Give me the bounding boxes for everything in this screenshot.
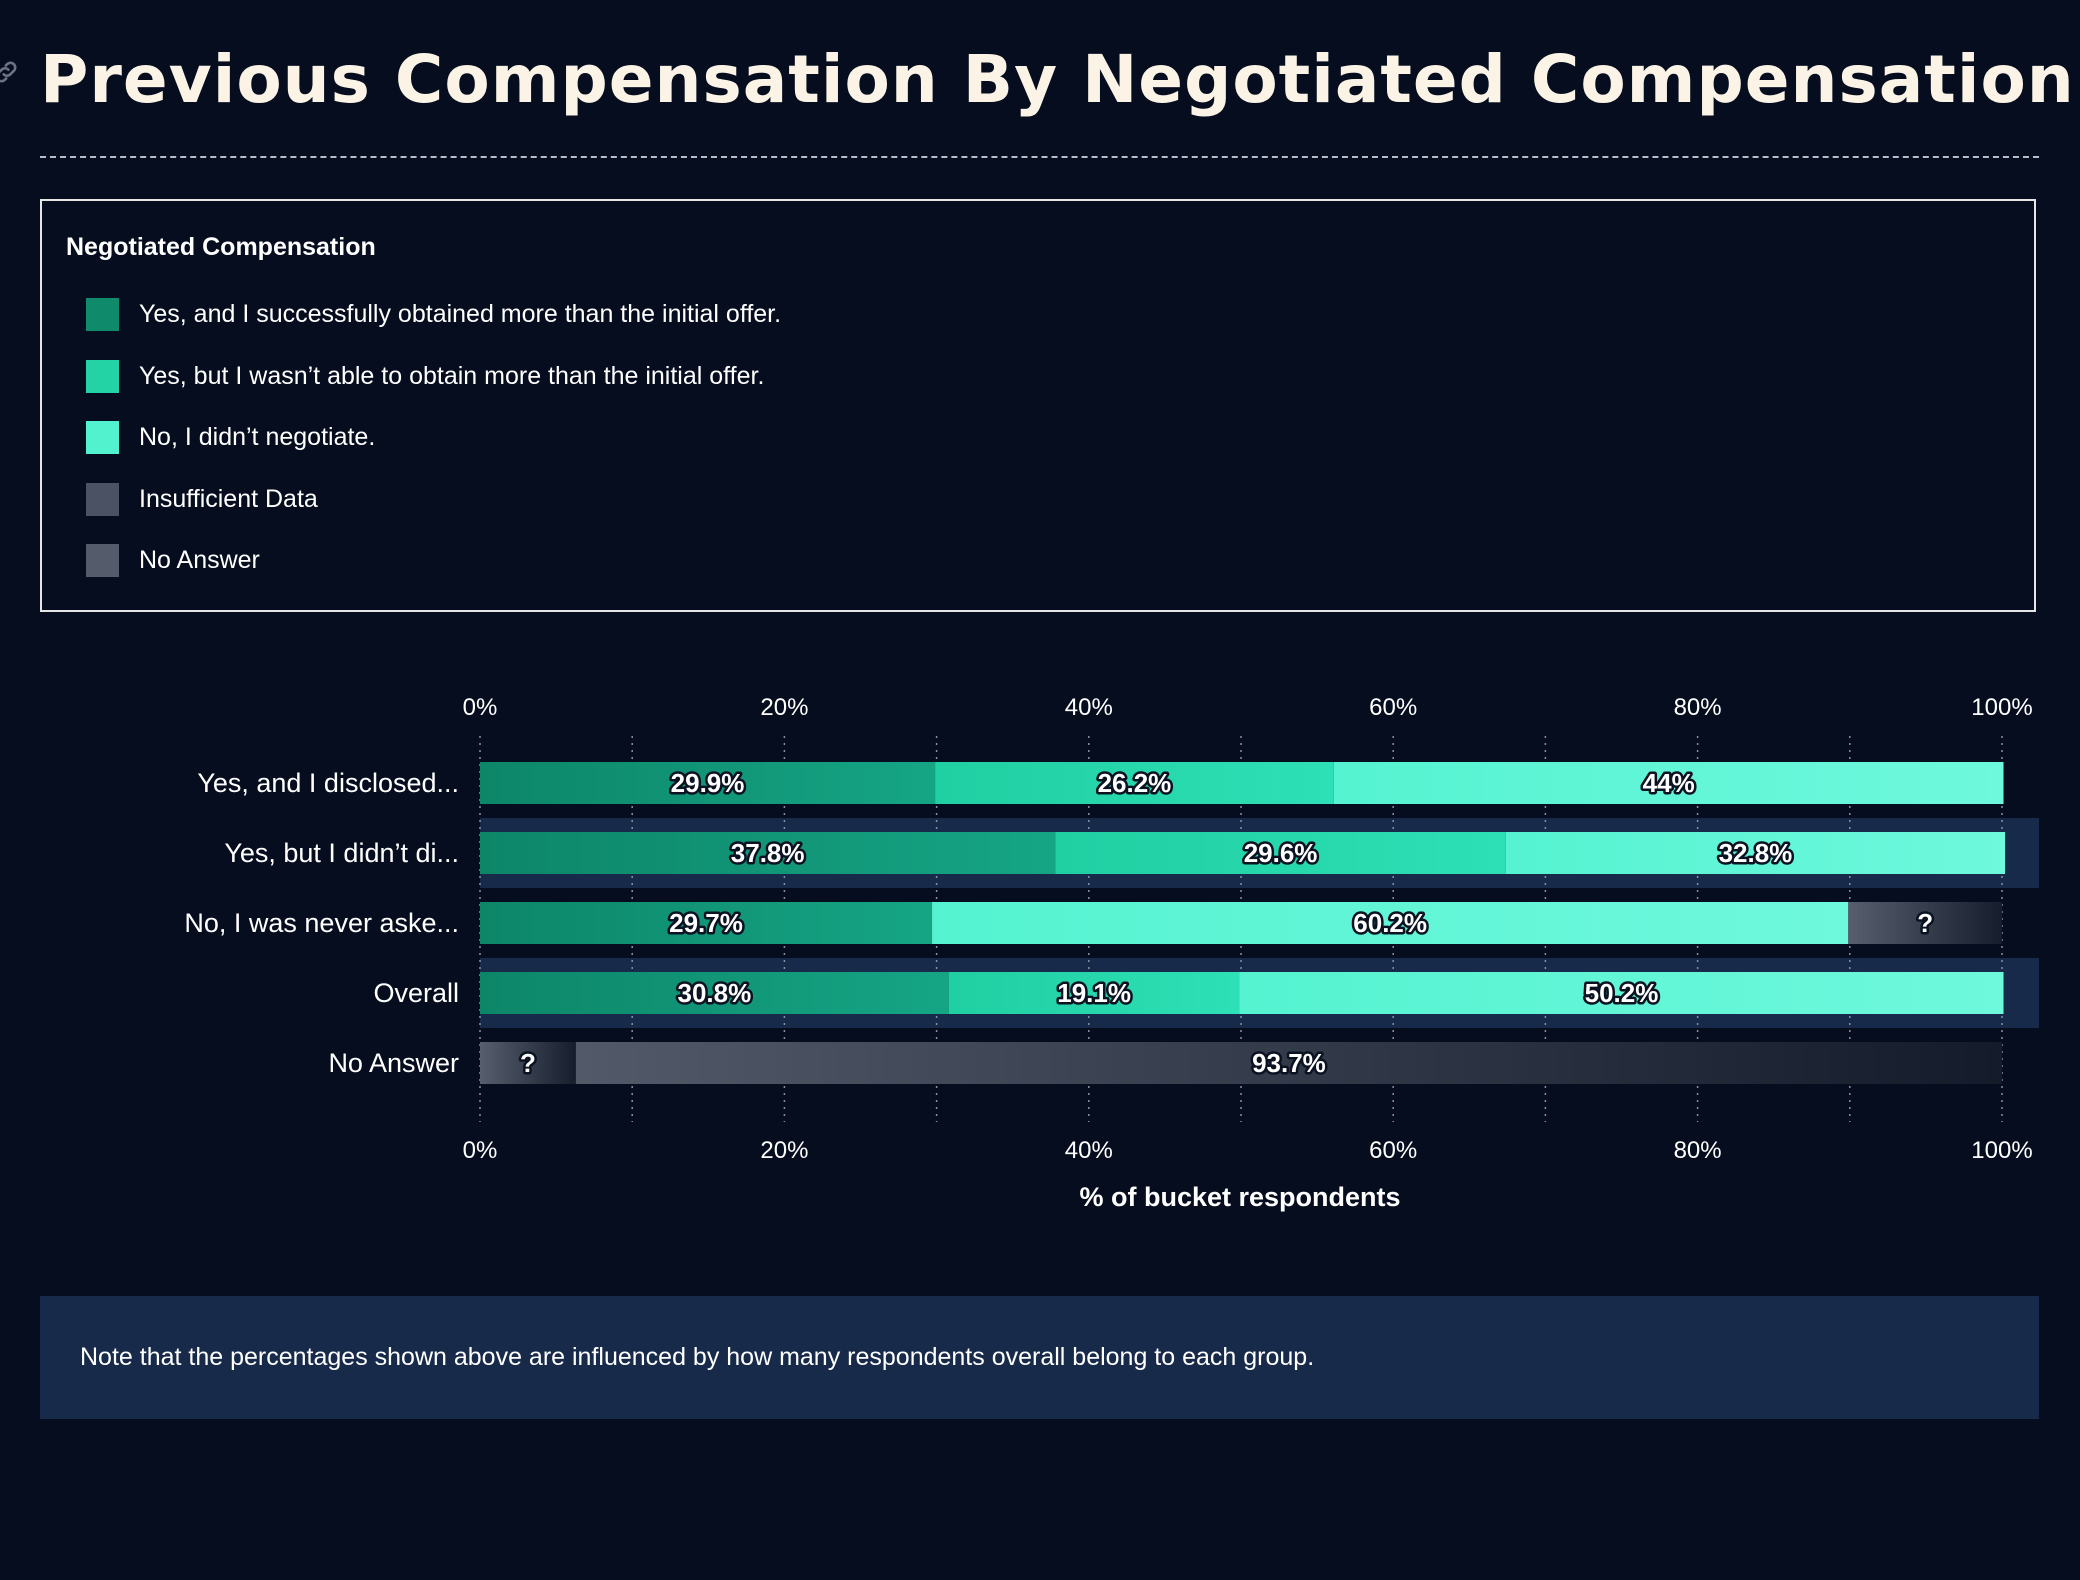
note-text: Note that the percentages shown above ar… xyxy=(80,1343,1315,1371)
legend-label: Insufficient Data xyxy=(139,484,318,513)
bar-data-label: 29.9% xyxy=(671,768,745,798)
bar-data-label: 50.2% xyxy=(1585,978,1659,1008)
bar-segment xyxy=(1333,762,2004,804)
category-label: Yes, and I disclosed... xyxy=(197,768,459,798)
x-tick-label-top: 40% xyxy=(1065,694,1113,721)
legend-label: Yes, but I wasn’t able to obtain more th… xyxy=(139,361,765,390)
category-label: No, I was never aske... xyxy=(184,908,459,938)
note-box: Note that the percentages shown above ar… xyxy=(40,1296,2039,1419)
x-tick-label-bottom: 0% xyxy=(463,1137,498,1164)
bar-data-label: 30.8% xyxy=(678,978,752,1008)
bar-data-label: 19.1% xyxy=(1057,978,1131,1008)
category-label: No Answer xyxy=(328,1048,459,1078)
legend-label: No, I didn’t negotiate. xyxy=(139,422,376,451)
legend-item[interactable]: Yes, and I successfully obtained more th… xyxy=(86,297,781,331)
x-axis-label: % of bucket respondents xyxy=(1079,1182,1400,1212)
bar-segment xyxy=(935,762,1334,804)
bar-data-label: 44% xyxy=(1643,768,1695,798)
x-tick-label-bottom: 20% xyxy=(760,1137,808,1164)
bar-segment xyxy=(1505,832,2006,874)
x-tick-label-bottom: 100% xyxy=(1971,1137,2032,1164)
legend-item[interactable]: No Answer xyxy=(86,543,260,577)
x-tick-label-bottom: 80% xyxy=(1674,1137,1722,1164)
bar-data-label: 29.6% xyxy=(1244,838,1318,868)
stacked-bar-chart: 0% 0% 20% 20% 40% 40% 60% 60% 80% 80% 100% 100% % of… xyxy=(184,694,2039,1212)
x-tick-label-bottom: 60% xyxy=(1369,1137,1417,1164)
bar-data-label: 29.7% xyxy=(669,908,743,938)
x-tick-label-top: 100% xyxy=(1971,694,2032,721)
x-tick-label-top: 20% xyxy=(760,694,808,721)
legend-item[interactable]: Insufficient Data xyxy=(86,482,318,516)
page-title: Previous Compensation By Negotiated Comp… xyxy=(40,41,2075,118)
legend-label: No Answer xyxy=(139,545,260,574)
legend: Negotiated Compensation Yes, and I succe… xyxy=(40,199,2036,612)
bar-data-label: 26.2% xyxy=(1098,768,1172,798)
bar-data-label: 60.2% xyxy=(1353,908,1427,938)
bar-segment xyxy=(932,902,1849,944)
bar-segment xyxy=(575,1042,2002,1084)
bar-segment xyxy=(948,972,1240,1014)
legend-swatch xyxy=(86,297,119,331)
link-icon[interactable] xyxy=(0,58,20,86)
x-tick-label-top: 60% xyxy=(1369,694,1417,721)
title-divider xyxy=(40,156,2039,158)
legend-label: Yes, and I successfully obtained more th… xyxy=(139,299,782,328)
x-tick-label-bottom: 40% xyxy=(1065,1137,1113,1164)
legend-swatch xyxy=(86,359,119,393)
legend-title: Negotiated Compensation xyxy=(66,233,376,261)
bar-segment xyxy=(1239,972,2004,1014)
bar-segment xyxy=(1055,832,1506,874)
bar-data-label: 37.8% xyxy=(731,838,805,868)
bar-data-label: 32.8% xyxy=(1719,838,1793,868)
legend-swatch xyxy=(86,420,119,454)
x-tick-label-top: 80% xyxy=(1674,694,1722,721)
legend-swatch xyxy=(86,543,119,577)
category-label: Yes, but I didn’t di... xyxy=(224,838,459,868)
bar-segment xyxy=(480,902,933,944)
bar-segment xyxy=(480,832,1056,874)
category-label: Overall xyxy=(373,978,459,1008)
bar-segment xyxy=(480,972,949,1014)
bar-segment xyxy=(480,762,936,804)
bar-data-label: 93.7% xyxy=(1252,1048,1326,1078)
legend-item[interactable]: No, I didn’t negotiate. xyxy=(86,420,375,454)
bar-segment xyxy=(480,1042,576,1084)
bar-segment xyxy=(1848,902,2002,944)
bar-data-label: ? xyxy=(520,1048,536,1078)
legend-item[interactable]: Yes, but I wasn’t able to obtain more th… xyxy=(86,359,764,393)
bar-data-label: ? xyxy=(1917,908,1933,938)
legend-swatch xyxy=(86,482,119,516)
x-tick-label-top: 0% xyxy=(463,694,498,721)
